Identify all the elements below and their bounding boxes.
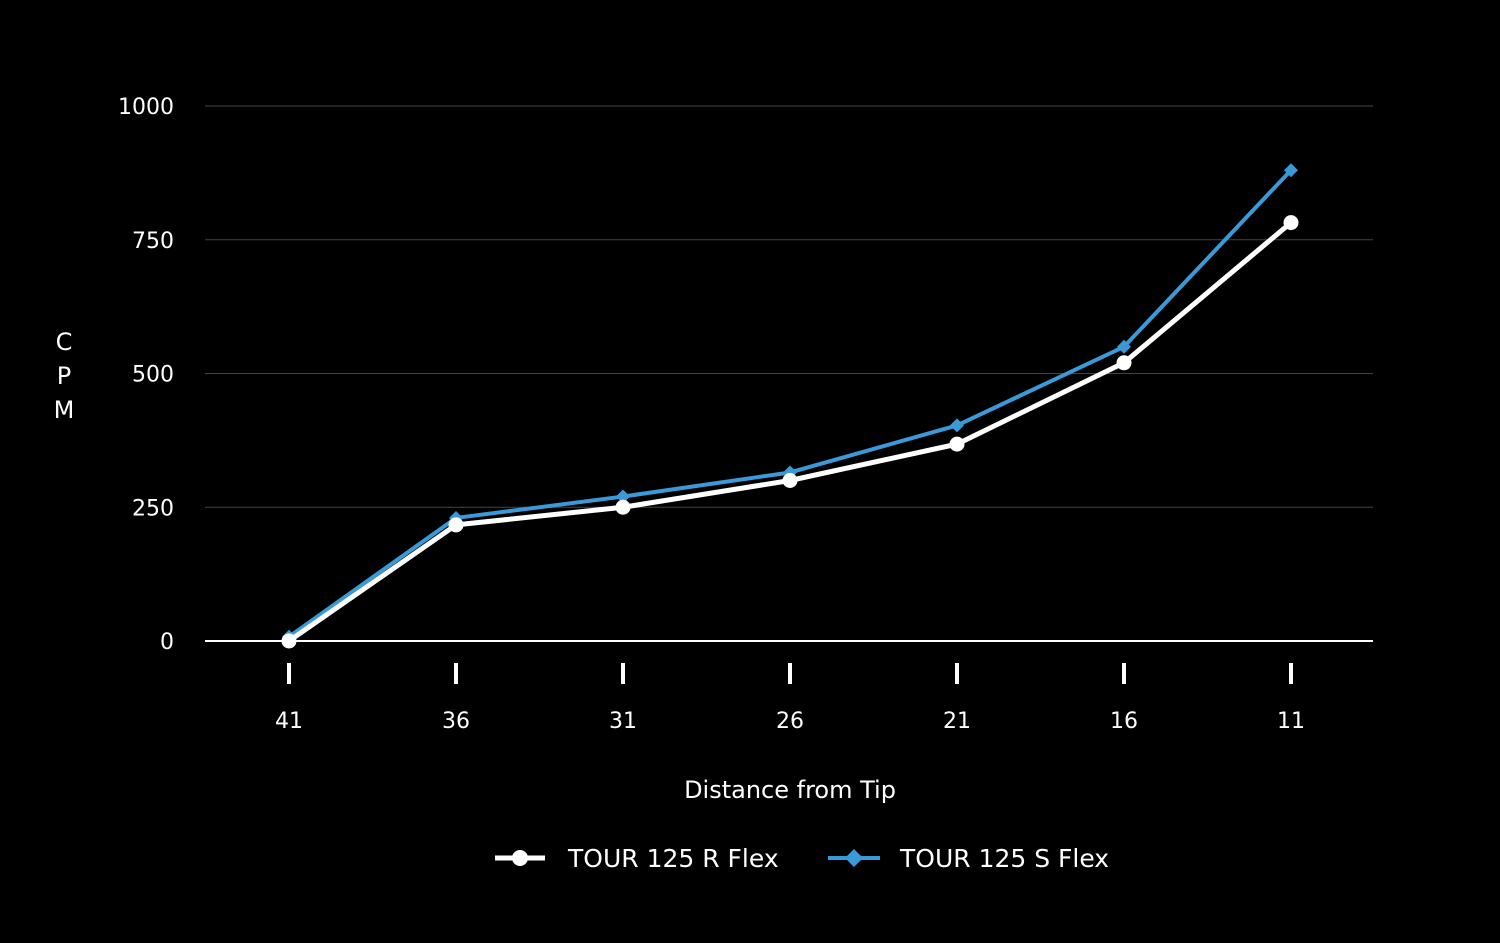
legend-marker-r-flex <box>512 850 528 866</box>
legend-label-s-flex: TOUR 125 S Flex <box>899 844 1109 873</box>
x-tick-label: 26 <box>776 709 804 734</box>
y-tick-label: 500 <box>132 363 174 388</box>
x-tick-label: 11 <box>1277 709 1305 734</box>
data-point-r-flex <box>448 517 464 533</box>
data-point-r-flex <box>615 499 631 515</box>
x-tick-label: 21 <box>943 709 971 734</box>
x-tick-label: 36 <box>442 709 470 734</box>
series-line-r-flex <box>286 220 1294 644</box>
legend-label-r-flex: TOUR 125 R Flex <box>567 844 779 873</box>
y-tick-label: 750 <box>132 229 174 254</box>
data-point-s-flex <box>1284 163 1298 178</box>
data-point-s-flex <box>1117 339 1131 354</box>
y-tick-label: 0 <box>160 630 174 655</box>
data-point-r-flex <box>281 633 297 649</box>
x-tick-label: 41 <box>275 709 303 734</box>
y-tick-label: 250 <box>132 496 174 521</box>
legend-marker-s-flex <box>845 849 863 867</box>
data-point-r-flex <box>949 436 965 452</box>
data-point-r-flex <box>782 473 798 488</box>
data-point-r-flex <box>1116 355 1132 371</box>
data-point-s-flex <box>616 489 630 504</box>
y-tick-label: 1000 <box>118 95 174 120</box>
x-axis-title: Distance from Tip <box>684 776 896 804</box>
data-point-s-flex <box>950 418 964 433</box>
x-tick-label: 31 <box>609 709 637 734</box>
data-point-r-flex <box>1283 215 1299 231</box>
x-tick-label: 16 <box>1110 709 1138 734</box>
